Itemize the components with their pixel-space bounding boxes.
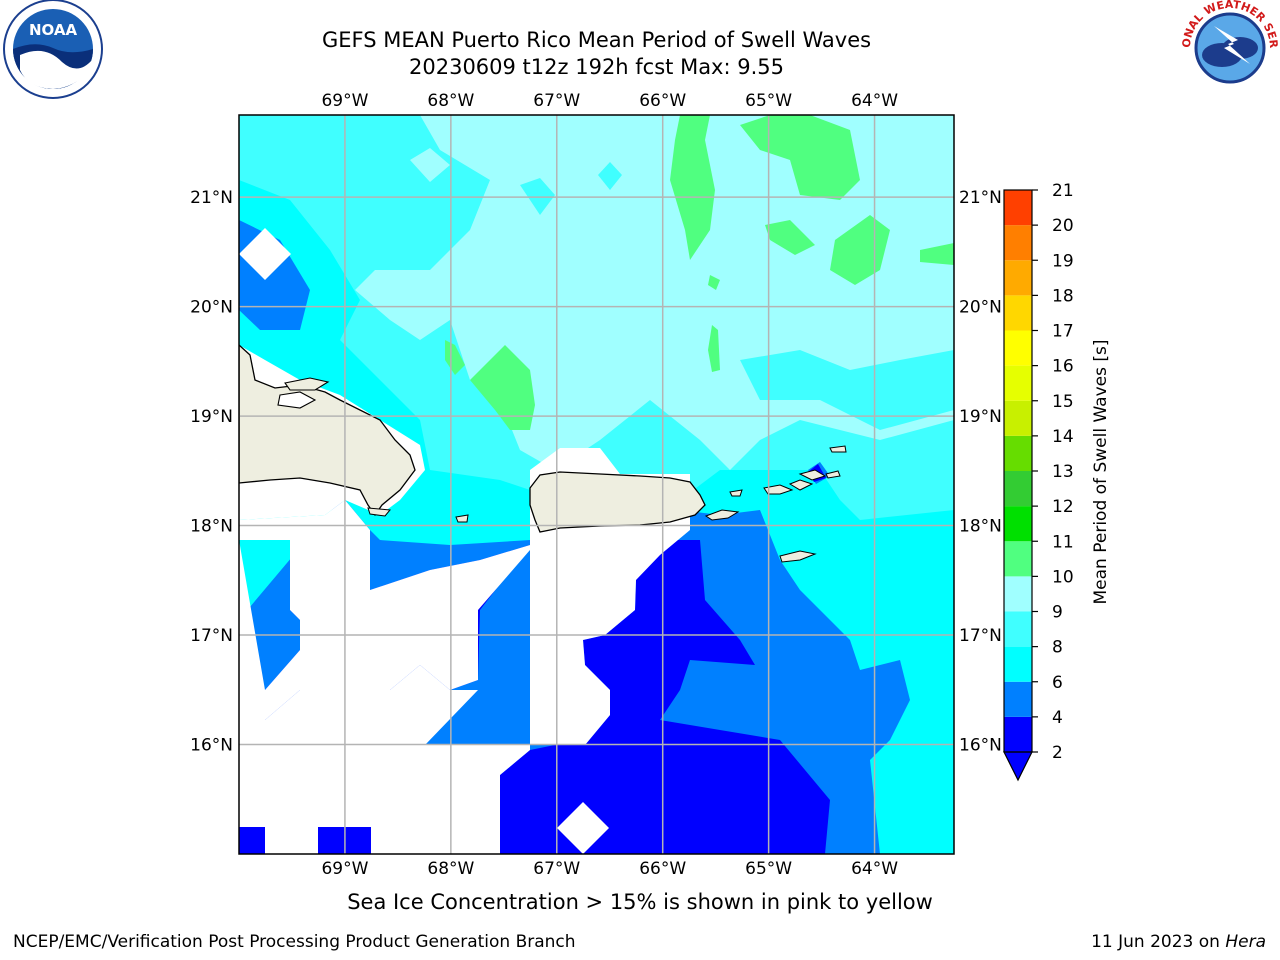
footer-date: 11 Jun 2023 on Hera xyxy=(1091,932,1266,952)
lon-tick-bottom: 64°W xyxy=(851,859,898,879)
colorbar-tick-label: 16 xyxy=(1052,357,1074,377)
colorbar-segment xyxy=(1004,506,1032,542)
colorbar-label: Mean Period of Swell Waves [s] xyxy=(1091,340,1111,605)
sea-ice-note: Sea Ice Concentration > 15% is shown in … xyxy=(347,890,933,914)
lat-tick-left: 17°N xyxy=(190,626,233,646)
colorbar-tick-label: 9 xyxy=(1052,603,1063,623)
colorbar-segment xyxy=(1004,646,1032,682)
colorbar-tick-label: 21 xyxy=(1052,181,1074,201)
colorbar-segment xyxy=(1004,471,1032,507)
colorbar-segment xyxy=(1004,225,1032,261)
lon-tick-bottom: 67°W xyxy=(533,859,580,879)
colorbar-segment xyxy=(1004,541,1032,577)
lon-tick-top: 68°W xyxy=(427,91,474,111)
colorbar-tick-label: 10 xyxy=(1052,567,1074,587)
noaa-logo: NOAA xyxy=(3,0,103,99)
colorbar-segment xyxy=(1004,435,1032,471)
colorbar-segment xyxy=(1004,611,1032,647)
colorbar-tick-label: 15 xyxy=(1052,392,1074,412)
land-hispaniola xyxy=(239,344,416,517)
colorbar-tick-label: 4 xyxy=(1052,708,1063,728)
colorbar-tick-label: 2 xyxy=(1052,743,1063,763)
colorbar-segment xyxy=(1004,190,1032,226)
lat-tick-left: 21°N xyxy=(190,188,233,208)
map-subtitle: 20230609 t12z 192h fcst Max: 9.55 xyxy=(409,55,784,79)
colorbar-tick-label: 20 xyxy=(1052,216,1074,236)
lat-tick-left: 20°N xyxy=(190,298,233,318)
lon-tick-top: 69°W xyxy=(321,91,368,111)
svg-text:NOAA: NOAA xyxy=(29,21,78,39)
lat-tick-right: 18°N xyxy=(959,517,1002,537)
colorbar-segment xyxy=(1004,295,1032,331)
lon-tick-bottom: 68°W xyxy=(427,859,474,879)
lat-tick-right: 21°N xyxy=(959,188,1002,208)
colorbar-segment xyxy=(1004,365,1032,401)
land-puerto-rico xyxy=(529,471,706,533)
colorbar-tick-label: 6 xyxy=(1052,673,1063,693)
colorbar-tick-label: 8 xyxy=(1052,638,1063,658)
colorbar-tick-label: 13 xyxy=(1052,462,1074,482)
lat-tick-left: 19°N xyxy=(190,407,233,427)
lat-tick-right: 17°N xyxy=(959,626,1002,646)
lon-tick-bottom: 66°W xyxy=(639,859,686,879)
colorbar-extend-min xyxy=(1003,751,1033,782)
lat-tick-right: 19°N xyxy=(959,407,1002,427)
footer-date-text: 11 Jun 2023 on xyxy=(1091,932,1226,952)
colorbar-tick-label: 18 xyxy=(1052,286,1074,306)
colorbar-segment xyxy=(1004,260,1032,296)
graticule xyxy=(239,115,954,854)
colorbar-segment xyxy=(1004,681,1032,717)
lon-tick-bottom: 69°W xyxy=(321,859,368,879)
colorbar-segment xyxy=(1004,576,1032,612)
contour-9-10 xyxy=(670,115,715,260)
lon-tick-bottom: 65°W xyxy=(745,859,792,879)
lat-tick-left: 18°N xyxy=(190,517,233,537)
colorbar-tick-label: 12 xyxy=(1052,497,1074,517)
colorbar-tick-label: 11 xyxy=(1052,532,1074,552)
footer-host: Hera xyxy=(1225,932,1266,952)
lon-tick-top: 65°W xyxy=(745,91,792,111)
national-weather-service-logo: NATIONAL WEATHER SERVICE xyxy=(0,0,1280,96)
lon-tick-top: 64°W xyxy=(851,91,898,111)
lat-tick-right: 16°N xyxy=(959,736,1002,756)
footer-credit: NCEP/EMC/Verification Post Processing Pr… xyxy=(13,932,576,952)
lon-tick-top: 66°W xyxy=(639,91,686,111)
colorbar-tick-label: 19 xyxy=(1052,251,1074,271)
lon-tick-top: 67°W xyxy=(533,91,580,111)
colorbar-segment xyxy=(1004,716,1032,752)
colorbar-tick-label: 14 xyxy=(1052,427,1074,447)
lat-tick-right: 20°N xyxy=(959,298,1002,318)
lat-tick-left: 16°N xyxy=(190,736,233,756)
colorbar-segment xyxy=(1004,330,1032,366)
colorbar-segment xyxy=(1004,400,1032,436)
map-frame xyxy=(238,114,955,855)
colorbar-tick-label: 17 xyxy=(1052,322,1074,342)
colorbar: 2 4 6 8 9 10 11 12 13 14 15 16 17 18 19 20 21 xyxy=(1003,181,1074,782)
map-title: GEFS MEAN Puerto Rico Mean Period of Swe… xyxy=(321,28,872,52)
svg-text:NATIONAL WEATHER SERVICE: NATIONAL WEATHER SERVICE xyxy=(0,0,1280,49)
